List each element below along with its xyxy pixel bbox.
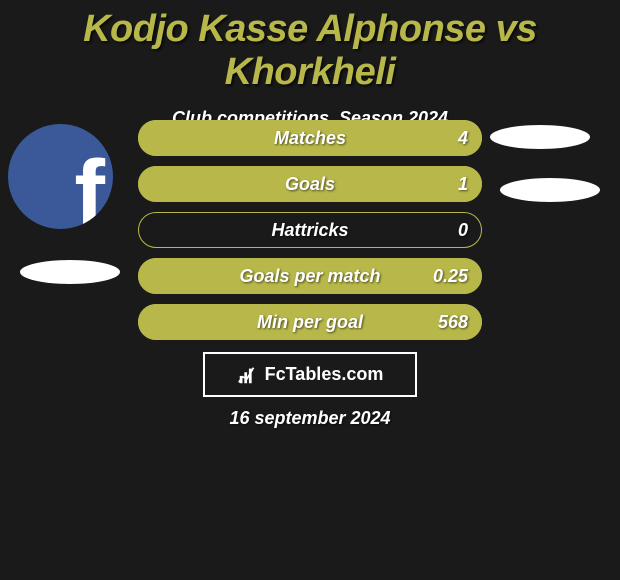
stat-row: Min per goal568 [138,304,482,340]
stat-row: Hattricks0 [138,212,482,248]
watermark-text: FcTables.com [265,364,384,385]
player-avatar: f [8,124,113,229]
watermark: FcTables.com [203,352,417,397]
facebook-icon: f [74,147,105,229]
shadow-oval-left [20,260,120,284]
shadow-oval-right-1 [490,125,590,149]
bar-value: 0.25 [433,258,468,294]
bar-value: 0 [458,212,468,248]
page-title: Kodjo Kasse Alphonse vs Khorkheli [0,0,620,94]
bar-label: Min per goal [138,304,482,340]
bar-label: Goals [138,166,482,202]
bar-value: 1 [458,166,468,202]
bar-label: Hattricks [138,212,482,248]
stat-row: Matches4 [138,120,482,156]
shadow-oval-right-2 [500,178,600,202]
bar-value: 4 [458,120,468,156]
bar-label: Matches [138,120,482,156]
stats-bars: Matches4Goals1Hattricks0Goals per match0… [138,120,482,350]
stat-row: Goals per match0.25 [138,258,482,294]
bar-chart-icon [237,364,259,386]
stat-row: Goals1 [138,166,482,202]
bar-value: 568 [438,304,468,340]
bar-label: Goals per match [138,258,482,294]
date-text: 16 september 2024 [0,408,620,429]
